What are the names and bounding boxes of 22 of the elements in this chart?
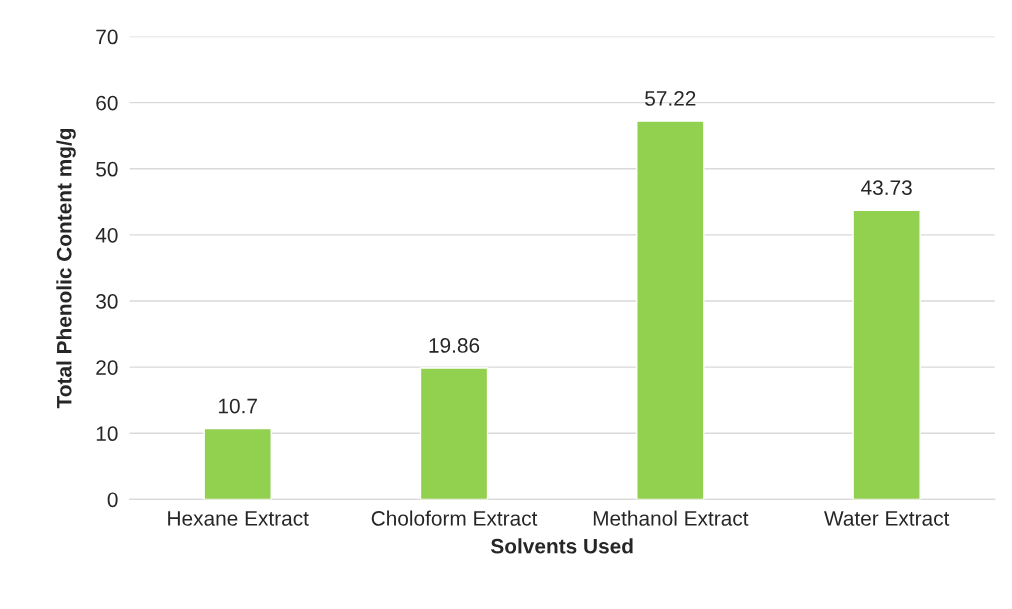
y-tick-label: 10 [96, 426, 118, 442]
x-axis-title: Solvents Used [490, 538, 633, 554]
y-tick-label: 20 [96, 360, 118, 375]
y-tick-label: 0 [107, 492, 118, 508]
bar [852, 209, 921, 500]
y-tick-label: 40 [95, 227, 118, 243]
bar [419, 367, 489, 500]
data-label: 19.86 [429, 338, 480, 353]
data-label: 10.7 [219, 398, 257, 414]
data-label: 57.22 [645, 91, 696, 106]
y-axis-title: Total Phenolic Content mg/g [56, 128, 76, 409]
y-tick-label: 30 [96, 294, 118, 309]
y-tick-label: 50 [96, 161, 118, 177]
y-tick-label: 70 [96, 29, 118, 45]
bar [636, 120, 705, 500]
x-tick-label: Choloform Extract [371, 510, 538, 526]
x-tick-label: Hexane Extract [168, 511, 309, 526]
y-tick-label: 60 [96, 95, 118, 111]
bar [203, 427, 272, 500]
x-tick-label: Water Extract [824, 511, 950, 526]
x-tick-label: Methanol Extract [593, 510, 749, 526]
data-label: 43.73 [861, 180, 912, 196]
